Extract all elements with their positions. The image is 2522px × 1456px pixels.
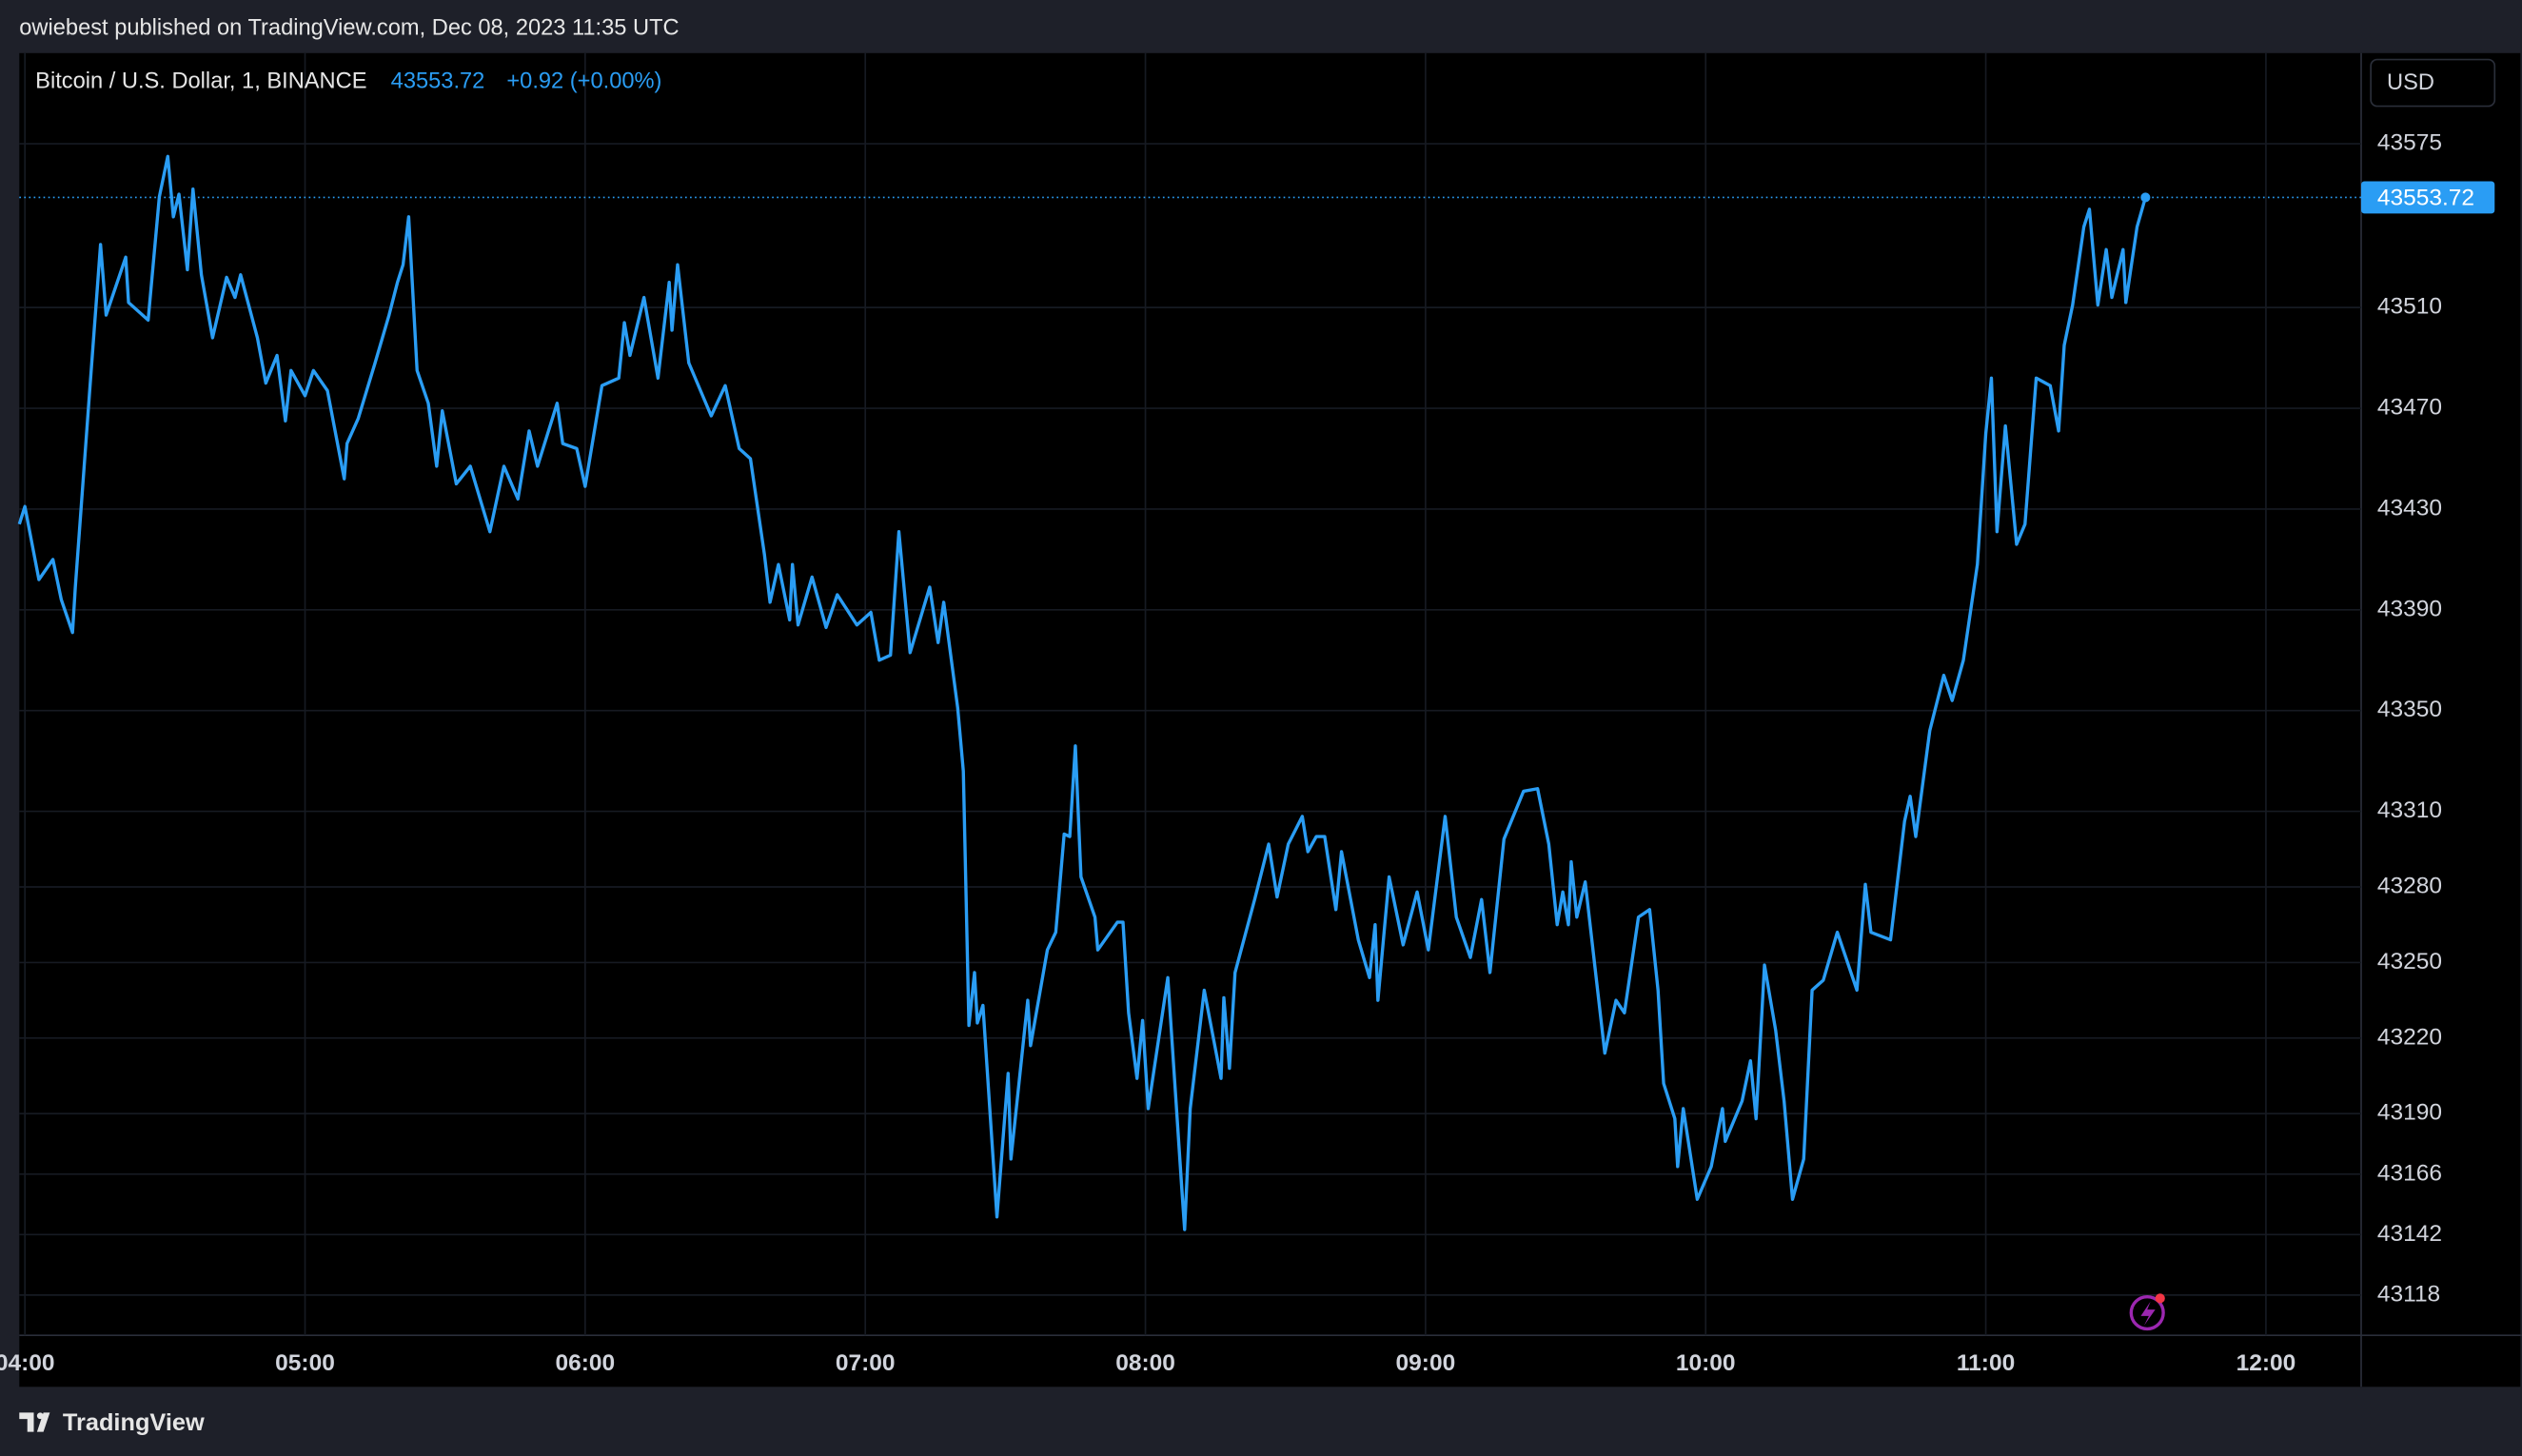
price-line [17,154,2147,1231]
y-tick-label: 43510 [2377,294,2442,320]
x-tick-label: 05:00 [275,1350,335,1376]
y-tick-label: 43190 [2377,1100,2442,1126]
last-price-dot [2140,192,2151,203]
y-tick-label: 43350 [2377,697,2442,722]
symbol-title: Bitcoin / U.S. Dollar, 1, BINANCE [35,69,366,93]
y-tick-label: 43118 [2377,1281,2440,1307]
header-price: 43553.72 [391,69,485,93]
y-tick-label: 43220 [2377,1024,2442,1050]
y-tick-label: 43390 [2377,596,2442,621]
currency-button[interactable] [2370,58,2496,108]
last-price-box [2360,181,2495,214]
y-tick-label: 43166 [2377,1160,2442,1186]
y-tick-label: 43280 [2377,873,2442,898]
x-tick-label: 10:00 [1676,1350,1736,1376]
x-tick-label: 07:00 [836,1350,896,1376]
last-price-label: 43553.72 [2377,186,2474,211]
currency-label[interactable]: USD [2387,70,2434,95]
footer-brand: TradingView [63,1409,205,1436]
x-tick-label: 04:00 [0,1350,54,1376]
y-tick-label: 43575 [2377,130,2442,156]
y-tick-label: 43142 [2377,1221,2442,1247]
footer-logo [19,1412,50,1432]
x-tick-label: 08:00 [1115,1350,1175,1376]
x-tick-label: 06:00 [556,1350,616,1376]
publish-info: owiebest published on TradingView.com, D… [19,16,679,41]
x-tick-label: 09:00 [1396,1350,1456,1376]
x-tick-label: 11:00 [1957,1350,2015,1376]
header-change: +0.92 (+0.00%) [506,69,661,93]
y-tick-label: 43430 [2377,495,2442,521]
y-tick-label: 43250 [2377,949,2442,974]
y-tick-label: 43470 [2377,395,2442,421]
x-tick-label: 12:00 [2236,1350,2296,1376]
time-axis [19,1335,2361,1387]
lightning-icon[interactable] [2129,1293,2165,1331]
series [17,154,2361,1231]
y-tick-label: 43310 [2377,797,2442,823]
price-axis [2360,52,2521,1387]
